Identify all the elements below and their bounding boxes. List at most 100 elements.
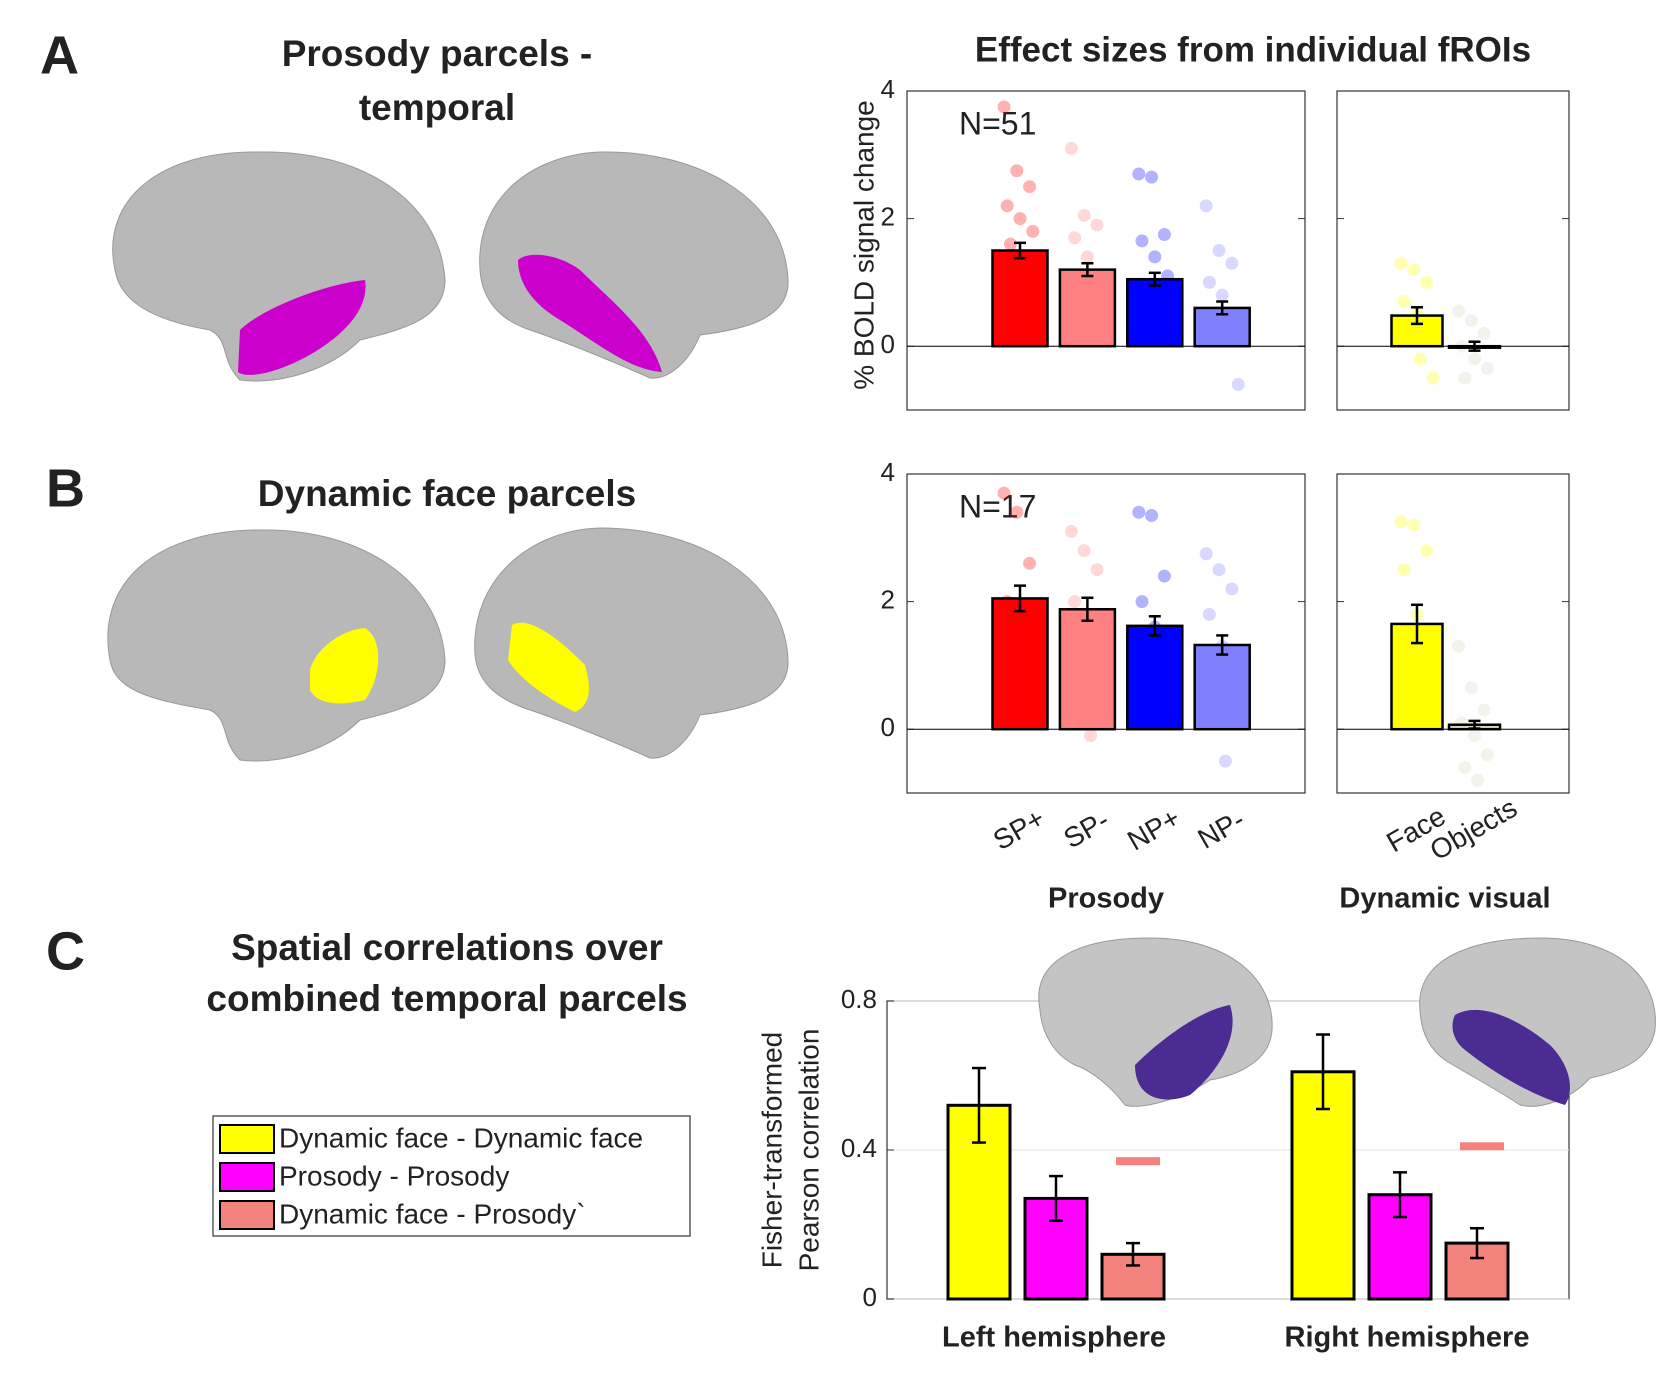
error-bar	[1393, 1171, 1407, 1219]
error-bar	[1470, 1226, 1484, 1260]
data-point	[1231, 377, 1245, 391]
error-bar	[1216, 634, 1229, 656]
noise-ceiling	[1460, 1142, 1504, 1151]
error-bar	[1216, 300, 1229, 316]
noise-ceiling	[1116, 1157, 1160, 1166]
data-point	[1471, 773, 1485, 787]
data-point	[1218, 754, 1232, 768]
data-point	[1023, 180, 1037, 194]
bar	[1126, 277, 1184, 348]
bar	[991, 597, 1049, 731]
bar	[1058, 608, 1117, 731]
data-point	[1458, 371, 1472, 385]
data-point	[1420, 544, 1434, 558]
data-point	[1199, 199, 1213, 213]
brain-image	[1038, 937, 1656, 1107]
annotation: N=51	[959, 105, 1036, 141]
brain-parcel	[1135, 1005, 1233, 1100]
data-point	[997, 100, 1011, 114]
y-tick-label: 4	[881, 74, 895, 104]
data-point	[1397, 295, 1411, 309]
bar	[1058, 268, 1117, 348]
data-point	[1077, 544, 1091, 558]
data-point	[1420, 275, 1434, 289]
data-point	[1215, 288, 1229, 302]
data-point	[1132, 505, 1146, 519]
x-tick-label: Left hemisphere	[942, 1322, 1166, 1354]
y-tick-label: 4	[881, 457, 895, 487]
brain-title: temporal	[359, 87, 515, 128]
legend-swatch	[219, 1162, 275, 1192]
data-point	[1199, 547, 1213, 561]
data-point	[1477, 326, 1491, 340]
brain-image	[112, 151, 789, 382]
y-tick-label: 0	[881, 712, 895, 742]
error-bar	[1148, 615, 1161, 637]
error-bar	[972, 1066, 986, 1144]
chart-title: combined temporal parcels	[206, 978, 687, 1019]
data-point	[1023, 556, 1037, 570]
data-point	[1225, 256, 1239, 270]
error-bar	[1126, 1241, 1140, 1267]
y-tick-label: 0.8	[841, 984, 877, 1014]
bar	[1390, 314, 1444, 348]
x-tick-label: NP+	[1122, 802, 1185, 856]
data-point	[1468, 352, 1481, 366]
data-point	[1202, 275, 1216, 289]
data-point	[1064, 524, 1078, 538]
y-tick-label: 0	[863, 1282, 877, 1312]
data-point	[1464, 681, 1478, 695]
data-point	[1077, 208, 1091, 222]
data-point	[1068, 231, 1082, 245]
brain-parcel	[1452, 1009, 1570, 1105]
data-point	[1148, 250, 1162, 264]
y-tick-label: 2	[881, 584, 895, 614]
y-tick-label: 0	[881, 329, 895, 359]
data-point	[1394, 515, 1408, 529]
data-point	[997, 486, 1011, 500]
data-point	[1084, 729, 1098, 743]
error-bar	[1049, 1174, 1063, 1223]
data-point	[1397, 563, 1411, 577]
legend-label: Dynamic face - Dynamic face	[279, 1122, 643, 1153]
error-bar	[1411, 603, 1423, 645]
group-label: Dynamic visual	[1339, 883, 1550, 915]
data-point	[1068, 595, 1082, 609]
data-point	[1212, 244, 1226, 257]
panel-letter: C	[46, 921, 85, 981]
brain-title: Prosody parcels -	[282, 33, 593, 74]
data-point	[1157, 569, 1171, 583]
legend-swatch	[219, 1124, 275, 1154]
error-bar	[1081, 262, 1094, 278]
data-point	[1458, 760, 1472, 774]
error-bar	[1081, 596, 1094, 622]
x-tick-label: SP-	[1058, 804, 1114, 854]
data-point	[1010, 164, 1024, 178]
bar	[1193, 643, 1251, 731]
data-point	[1090, 218, 1104, 232]
y-axis-label: Fisher-transformed	[756, 1032, 787, 1269]
data-point	[1132, 167, 1146, 181]
data-point	[1064, 141, 1078, 155]
annotation: N=17	[959, 488, 1036, 524]
data-point	[1477, 703, 1491, 717]
error-bar	[1468, 719, 1481, 730]
data-point	[1225, 582, 1239, 596]
error-bar	[1411, 306, 1423, 326]
legend: Dynamic face - Dynamic face Prosody - Pro…	[212, 1115, 691, 1237]
panel-letter: A	[40, 25, 79, 85]
data-point	[1090, 563, 1104, 577]
data-point	[1003, 237, 1017, 251]
data-point	[1452, 304, 1465, 318]
data-point	[1468, 729, 1481, 743]
data-point	[1464, 314, 1478, 328]
data-point	[1080, 250, 1094, 264]
data-point	[1480, 748, 1494, 762]
brain-title: Dynamic face parcels	[258, 473, 636, 514]
error-bar	[1316, 1033, 1330, 1111]
data-point	[1145, 508, 1159, 522]
bar	[991, 249, 1049, 348]
plot-frame	[906, 90, 1306, 411]
data-point	[1394, 256, 1408, 270]
